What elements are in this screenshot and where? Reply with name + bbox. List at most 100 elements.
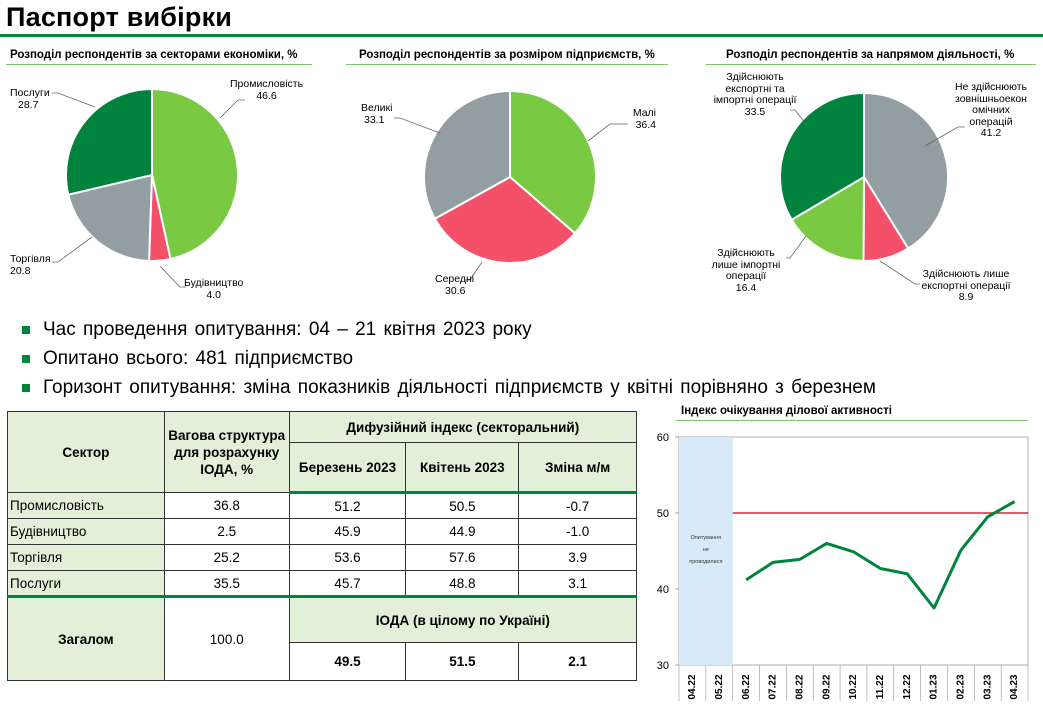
pie-rule-size bbox=[346, 64, 668, 65]
leader-line bbox=[587, 123, 628, 142]
no-survey-note: не bbox=[703, 547, 709, 553]
survey-horizon: Горизонт опитування: зміна показників ді… bbox=[22, 373, 876, 402]
april-cell: 44.9 bbox=[405, 518, 520, 545]
survey-period: Час проведення опитування: 04 – 21 квітн… bbox=[22, 315, 876, 344]
pie-charts bbox=[52, 87, 965, 288]
table-row: Торгівля 25.2 53.6 57.6 3.9 bbox=[7, 544, 637, 571]
pie-label-no-foreign-ops: Не здійснюють зовнішньоекон омічних опер… bbox=[954, 81, 1028, 139]
x-tick-label: 11.22 bbox=[875, 674, 886, 699]
total-weight: 100.0 bbox=[163, 596, 290, 681]
table-row: Будівництво 2.5 45.9 44.9 -1.0 bbox=[7, 518, 637, 545]
pie-label-import-only: Здійснюють лише імпортні операції 16.4 bbox=[711, 247, 781, 294]
header-april: Квітень 2023 bbox=[405, 442, 520, 494]
header-weight: Вагова структура для розрахунку ІОДА, % bbox=[163, 411, 290, 493]
weight-cell: 35.5 bbox=[163, 570, 290, 598]
total-label: Загалом bbox=[7, 596, 165, 681]
march-cell: 45.9 bbox=[288, 518, 407, 545]
april-cell: 48.8 bbox=[405, 570, 520, 598]
leader-line bbox=[790, 109, 807, 125]
leader-line bbox=[394, 117, 441, 134]
x-tick-label: 05.22 bbox=[714, 674, 725, 699]
leader-line bbox=[219, 99, 245, 119]
weight-cell: 2.5 bbox=[163, 518, 290, 545]
pie-slice bbox=[423, 89, 511, 221]
total-april: 51.5 bbox=[405, 642, 520, 681]
pie-label-mali: Малі 36.4 bbox=[632, 107, 656, 131]
change-cell: -0.7 bbox=[518, 492, 637, 519]
diffusion-table: Сектор Вагова структура для розрахунку І… bbox=[7, 411, 638, 681]
chart-title-rule bbox=[676, 420, 1028, 421]
pie-rule-activity bbox=[706, 64, 1036, 65]
leader-line bbox=[786, 235, 807, 259]
x-tick-label: 01.23 bbox=[929, 674, 940, 699]
x-tick-label: 02.23 bbox=[956, 674, 967, 699]
x-tick-label: 04.22 bbox=[687, 674, 698, 699]
march-cell: 45.7 bbox=[288, 570, 407, 598]
x-tick-label: 12.22 bbox=[902, 674, 913, 699]
weight-cell: 36.8 bbox=[163, 492, 290, 519]
x-tick-label: 07.22 bbox=[768, 674, 779, 699]
pie-rule-sectors bbox=[6, 64, 312, 65]
change-cell: 3.9 bbox=[518, 544, 637, 571]
pie-size bbox=[423, 89, 597, 264]
table-row: Послуги 35.5 45.7 48.8 3.1 bbox=[7, 570, 637, 598]
table-row: Промисловість 36.8 51.2 50.5 -0.7 bbox=[7, 492, 637, 519]
pie-slice bbox=[67, 173, 154, 262]
pie-slice bbox=[779, 91, 865, 222]
leader-line bbox=[879, 260, 920, 285]
leader-lines bbox=[52, 92, 965, 288]
pie-slice bbox=[151, 87, 239, 261]
survey-count: Опитано всього: 481 підприємство bbox=[22, 344, 876, 373]
x-tick-label: 10.22 bbox=[848, 674, 859, 699]
pie-slice bbox=[790, 175, 866, 263]
header-march: Березень 2023 bbox=[288, 442, 407, 494]
pie-label-promyslovist: Промисловість 46.6 bbox=[230, 78, 304, 102]
header-change: Зміна м/м bbox=[518, 442, 637, 494]
april-cell: 57.6 bbox=[405, 544, 520, 571]
page-title: Паспорт вибірки bbox=[6, 2, 233, 32]
change-cell: 3.1 bbox=[518, 570, 637, 598]
pie-title-size: Розподіл респондентів за розміром підпри… bbox=[359, 49, 655, 61]
x-tick-label: 04.23 bbox=[1009, 674, 1020, 699]
pie-activity bbox=[779, 91, 949, 263]
no-survey-note: проводилися bbox=[689, 559, 722, 565]
x-tick-label: 03.23 bbox=[982, 674, 993, 699]
leader-line bbox=[52, 92, 96, 108]
title-divider bbox=[0, 34, 1043, 37]
march-cell: 53.6 bbox=[288, 544, 407, 571]
total-march: 49.5 bbox=[288, 642, 407, 681]
y-tick-label: 40 bbox=[657, 584, 669, 596]
sector-cell: Послуги bbox=[7, 570, 165, 598]
pie-label-torhivlia: Торгівля 20.8 bbox=[10, 253, 51, 277]
y-tick-label: 60 bbox=[657, 432, 669, 444]
pie-label-seredni: Середні 30.6 bbox=[435, 273, 475, 297]
pie-label-posluhy: Послуги 28.7 bbox=[10, 87, 50, 111]
plot-area bbox=[678, 436, 1029, 666]
x-tick-label: 08.22 bbox=[794, 674, 805, 699]
pie-label-budivnytstvo: Будівництво 4.0 bbox=[184, 277, 244, 301]
weight-cell: 25.2 bbox=[163, 544, 290, 571]
pie-label-export-only: Здійснюють лише експортні операції 8.9 bbox=[921, 268, 1011, 303]
pie-title-sectors: Розподіл респондентів за секторами еконо… bbox=[10, 49, 298, 61]
april-cell: 50.5 bbox=[405, 492, 520, 519]
x-tick-label: 09.22 bbox=[821, 674, 832, 699]
sector-cell: Будівництво bbox=[7, 518, 165, 545]
bullet-icon bbox=[22, 383, 30, 392]
no-survey-note: Опитування bbox=[691, 535, 722, 541]
bullet-icon bbox=[22, 325, 30, 334]
sector-cell: Торгівля bbox=[7, 544, 165, 571]
leader-line bbox=[924, 126, 965, 147]
leader-line bbox=[465, 261, 483, 281]
chart-title: Індекс очікування ділової активності bbox=[681, 405, 892, 417]
march-cell: 51.2 bbox=[288, 492, 407, 519]
survey-info: Час проведення опитування: 04 – 21 квітн… bbox=[22, 315, 876, 402]
index-line bbox=[745, 500, 1016, 610]
leader-line bbox=[52, 236, 93, 263]
pie-label-velyki: Великі 33.1 bbox=[361, 102, 393, 126]
header-diffusion: Дифузійний індекс (секторальний) bbox=[288, 411, 638, 443]
no-survey-band bbox=[679, 437, 733, 665]
leader-line bbox=[159, 265, 186, 288]
pie-slice bbox=[433, 175, 577, 264]
change-cell: -1.0 bbox=[518, 518, 637, 545]
pie-label-export-import: Здійснюють експортні та імпортні операці… bbox=[713, 71, 797, 118]
